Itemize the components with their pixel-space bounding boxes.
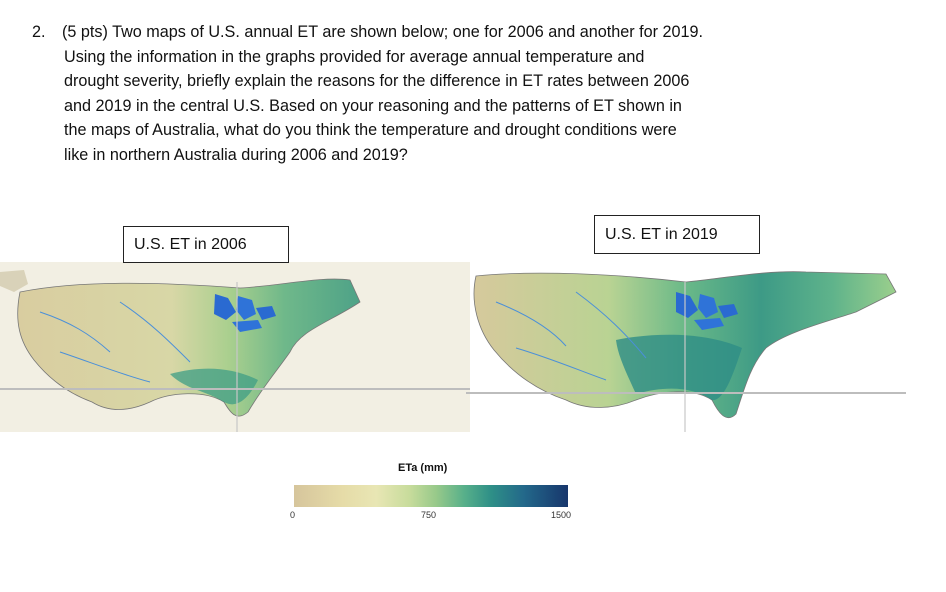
question-line-3: drought severity, briefly explain the re…	[64, 72, 690, 91]
map-label-2019-text: U.S. ET in 2019	[605, 226, 718, 243]
us-et-map-2006	[0, 262, 470, 432]
legend-tick-0: 0	[290, 510, 296, 520]
question-line-5: the maps of Australia, what do you think…	[64, 121, 677, 140]
question-text: 2. (5 pts) Two maps of U.S. annual ET are…	[32, 20, 932, 168]
map-label-2006-text: U.S. ET in 2006	[134, 236, 247, 253]
legend-tick-1500: 1500	[551, 510, 572, 520]
question-number: 2.	[32, 23, 46, 41]
map-label-2019: U.S. ET in 2019	[594, 215, 760, 254]
question-line-1: (5 pts) Two maps of U.S. annual ET are s…	[62, 23, 703, 41]
legend-tick-750: 750	[421, 510, 437, 520]
question-line-2: Using the information in the graphs prov…	[64, 47, 645, 66]
question-first-line: 2. (5 pts) Two maps of U.S. annual ET are…	[32, 20, 932, 45]
us-et-map-2019	[466, 271, 906, 432]
question-line-4: and 2019 in the central U.S. Based on yo…	[64, 96, 682, 115]
question-line-6: like in northern Australia during 2006 a…	[64, 145, 408, 164]
legend-color-bar	[294, 485, 568, 507]
map-label-2006: U.S. ET in 2006	[123, 226, 289, 263]
legend-title: ETa (mm)	[398, 462, 448, 474]
